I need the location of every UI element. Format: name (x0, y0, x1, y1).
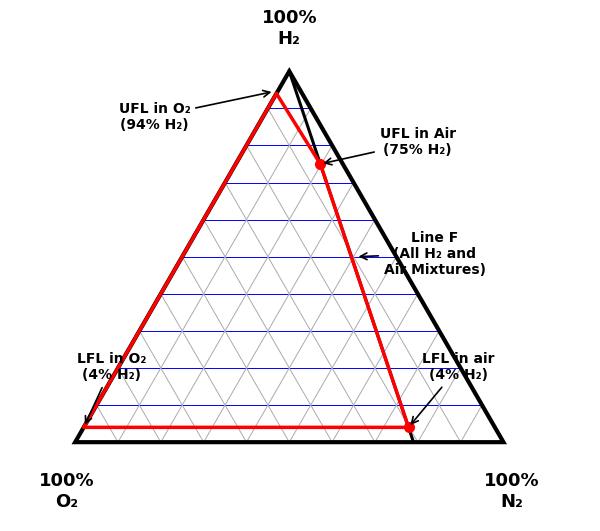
Text: 100%
H₂: 100% H₂ (262, 9, 317, 48)
Text: 100%
N₂: 100% N₂ (484, 472, 540, 511)
Text: Line F
(All H₂ and
Air Mixtures): Line F (All H₂ and Air Mixtures) (361, 230, 486, 277)
Text: UFL in O₂
(94% H₂): UFL in O₂ (94% H₂) (119, 90, 270, 132)
Text: UFL in Air
(75% H₂): UFL in Air (75% H₂) (325, 127, 456, 165)
Text: LFL in air
(4% H₂): LFL in air (4% H₂) (412, 352, 495, 424)
Text: LFL in O₂
(4% H₂): LFL in O₂ (4% H₂) (77, 352, 146, 423)
Text: 100%
O₂: 100% O₂ (39, 472, 94, 511)
